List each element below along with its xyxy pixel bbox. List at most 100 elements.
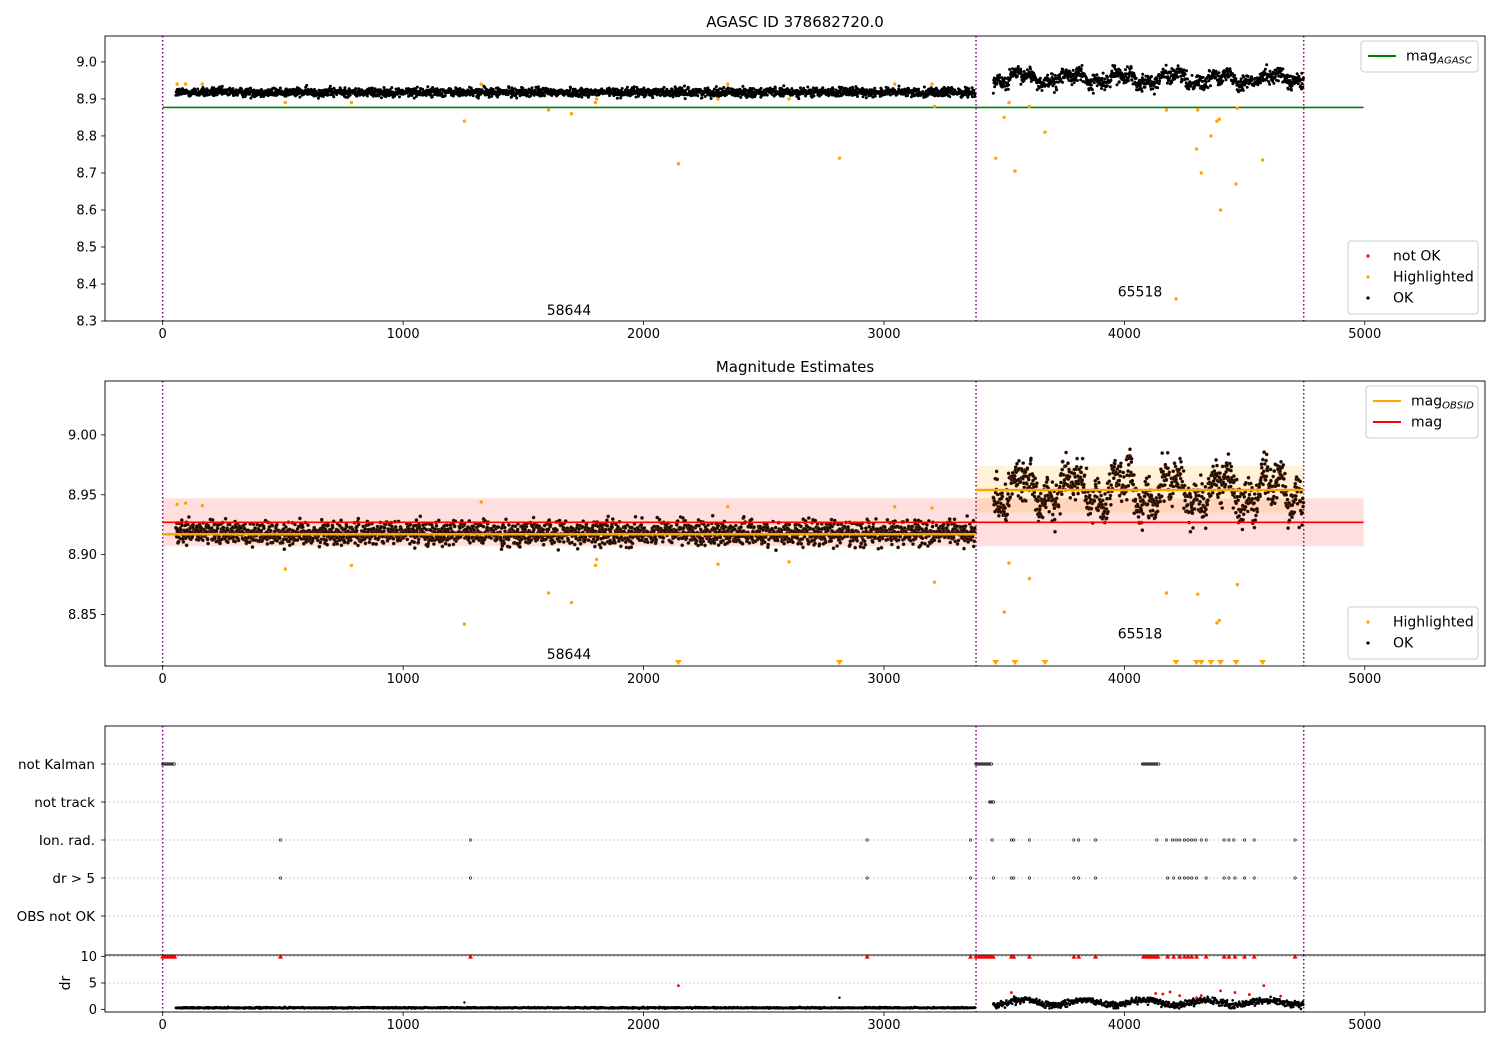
ok-point: [280, 540, 285, 545]
ok-point: [451, 542, 456, 547]
ok-point: [906, 94, 909, 98]
ok-point: [759, 86, 763, 90]
ok-point: [382, 86, 386, 89]
ok-point: [424, 527, 429, 532]
ok-point: [506, 537, 511, 542]
ok-point: [398, 95, 401, 99]
ok-point: [319, 517, 324, 522]
ok-point: [471, 94, 475, 98]
ok-point: [434, 523, 439, 528]
ok-point: [1115, 83, 1119, 87]
ok-point: [1156, 86, 1160, 90]
ok-point: [502, 525, 507, 530]
ok-point: [228, 522, 232, 527]
ok-point: [683, 97, 687, 101]
ok-point: [405, 537, 410, 542]
ok-point: [448, 526, 453, 531]
ok-point: [253, 526, 257, 530]
ok-point: [196, 87, 200, 91]
ok-point: [391, 541, 396, 546]
ok-point: [412, 540, 417, 545]
ok-point: [1295, 72, 1299, 76]
ok-point: [356, 522, 361, 527]
ok-point: [504, 517, 508, 522]
chart-title: AGASC ID 378682720.0: [706, 13, 884, 31]
ok-point: [317, 544, 322, 549]
ok-point: [644, 93, 648, 97]
ok-point: [249, 86, 253, 90]
ok-point: [300, 525, 305, 529]
ok-point: [991, 91, 995, 95]
ok-point: [391, 536, 396, 541]
ok-point: [602, 542, 607, 546]
ok-point: [412, 96, 416, 100]
highlighted-point: [1027, 104, 1032, 109]
ok-point: [250, 545, 255, 549]
ok-point: [180, 518, 184, 522]
ok-point: [591, 523, 595, 528]
ok-point: [275, 522, 279, 527]
ok-point: [530, 86, 534, 90]
ok-point: [597, 542, 602, 547]
ok-point: [324, 538, 329, 543]
ok-point: [640, 516, 644, 520]
ok-point: [529, 538, 534, 542]
ok-point: [183, 536, 188, 541]
ok-point: [440, 544, 445, 549]
ok-point: [703, 94, 707, 98]
ok-point: [395, 528, 399, 533]
ok-point: [496, 525, 501, 529]
ok-point: [583, 535, 588, 540]
ok-point: [683, 84, 686, 88]
ok-point: [265, 542, 270, 546]
ok-point: [619, 544, 623, 549]
ok-point: [1161, 67, 1165, 71]
ok-point: [1143, 85, 1147, 89]
ok-point: [344, 524, 349, 529]
ok-point: [797, 97, 801, 101]
ok-point: [1281, 67, 1285, 71]
ok-point: [190, 534, 195, 539]
ok-point: [586, 538, 591, 543]
highlighted-point: [1260, 158, 1265, 162]
ok-point: [1028, 67, 1032, 71]
ok-point: [642, 526, 647, 530]
ok-point: [468, 540, 472, 545]
ok-point: [284, 525, 288, 529]
highlighted-point: [994, 156, 998, 160]
ok-point: [1040, 89, 1044, 92]
ok-point: [541, 527, 546, 532]
ok-point: [1168, 76, 1172, 80]
ok-point: [507, 86, 511, 90]
ok-point: [687, 86, 691, 90]
ok-point: [1006, 87, 1010, 91]
ok-point: [580, 95, 584, 99]
highlighted-point: [462, 119, 467, 123]
ok-point: [552, 540, 557, 545]
ok-point: [1290, 84, 1294, 88]
ok-point: [1206, 86, 1210, 90]
ok-point: [815, 86, 819, 90]
highlighted-point: [837, 156, 842, 160]
ok-point: [367, 540, 372, 545]
ok-point: [452, 524, 457, 529]
ok-point: [1176, 75, 1180, 79]
ok-point: [316, 96, 320, 100]
highlighted-point: [1196, 108, 1200, 112]
ok-point: [1141, 72, 1145, 76]
ok-point: [741, 84, 745, 88]
ok-point: [1209, 84, 1212, 88]
ok-point: [299, 537, 304, 541]
ok-point: [1164, 63, 1168, 67]
ok-point: [1138, 83, 1142, 87]
highlighted-point: [1209, 134, 1213, 138]
ok-point: [610, 517, 615, 521]
ok-point: [624, 545, 629, 550]
ok-point: [541, 542, 546, 547]
ok-point: [374, 542, 379, 546]
ok-point: [1158, 79, 1162, 83]
ok-point: [998, 73, 1001, 77]
ok-point: [515, 527, 520, 532]
ok-point: [1301, 76, 1305, 80]
